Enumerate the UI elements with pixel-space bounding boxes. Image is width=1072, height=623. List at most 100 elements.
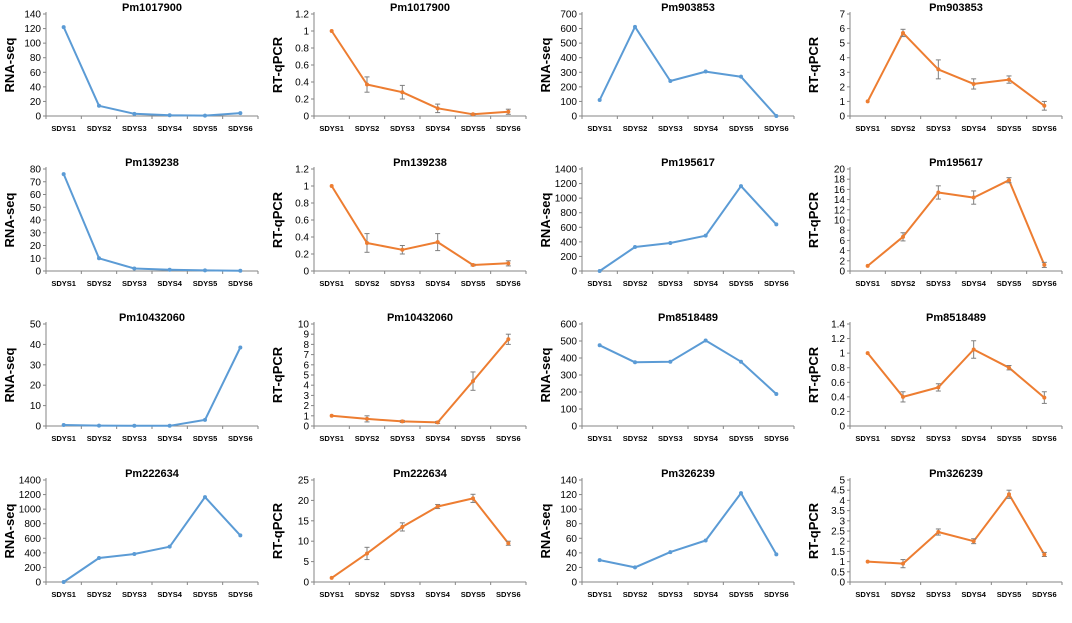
data-point — [506, 261, 511, 266]
y-tick-label: 0.6 — [295, 61, 309, 72]
x-tick-label: SDYS5 — [729, 124, 754, 133]
data-point — [633, 360, 637, 365]
y-tick-label: 1000 — [555, 194, 578, 205]
y-tick-label: 0.2 — [295, 95, 309, 106]
data-point — [435, 504, 440, 509]
data-point — [97, 256, 101, 261]
y-tick-label: 30 — [30, 360, 42, 371]
y-tick-label: 400 — [560, 354, 577, 365]
y-tick-label: 0 — [571, 112, 577, 123]
chart-title: Pm195617 — [661, 157, 715, 169]
y-tick-label: 3 — [839, 516, 845, 527]
x-tick-label: SDYS5 — [193, 434, 218, 443]
y-tick-label: 4 — [839, 246, 845, 257]
x-tick-label: SDYS1 — [587, 590, 612, 599]
data-point — [1042, 103, 1047, 108]
data-point — [865, 263, 870, 268]
x-tick-label: SDYS4 — [961, 279, 986, 288]
y-tick-label: 3 — [303, 391, 309, 402]
y-tick-label: 1000 — [19, 505, 42, 516]
data-point — [774, 222, 779, 227]
y-tick-label: 1200 — [19, 490, 42, 501]
x-tick-label: SDYS4 — [425, 124, 450, 133]
x-tick-label: SDYS5 — [193, 124, 218, 133]
data-point — [936, 530, 941, 535]
data-point — [471, 263, 475, 268]
y-tick-label: 400 — [24, 548, 41, 559]
x-tick-label: SDYS1 — [319, 124, 344, 133]
data-point — [901, 561, 905, 566]
data-point — [936, 190, 941, 195]
line-chart: Pm326239 RNA-seq 0 20 40 60 80 100 120 140 SDYS1 SD… — [538, 468, 795, 599]
x-tick-label: SDYS5 — [997, 279, 1022, 288]
y-tick-label: 400 — [560, 53, 577, 64]
chart-title: Pm139238 — [393, 157, 447, 169]
series-line — [62, 173, 241, 272]
x-tick-label: SDYS1 — [855, 434, 880, 443]
line-chart: Pm10432060 RNA-seq 0 10 20 30 40 50 SDYS1 SDYS2 SD… — [2, 312, 259, 443]
chart-panel: Pm222634 RT-qPCR 0 5 10 15 20 25 SDYS1 SDYS2 SDYS3… — [268, 466, 536, 621]
chart-title: Pm903853 — [929, 2, 983, 14]
y-tick-label: 20 — [30, 97, 42, 108]
series-line — [599, 185, 778, 272]
y-tick-label: 6 — [839, 236, 845, 247]
y-tick-label: 1.2 — [295, 165, 309, 176]
y-tick-label: 400 — [560, 237, 577, 248]
data-point — [739, 491, 743, 496]
y-tick-label: 1 — [839, 349, 845, 360]
y-tick-label: 300 — [560, 68, 577, 79]
chart-title: Pm139238 — [125, 157, 179, 169]
data-point — [238, 533, 243, 538]
y-tick-label: 10 — [30, 254, 42, 265]
y-tick-label: 60 — [566, 534, 578, 545]
x-tick-label: SDYS2 — [623, 279, 648, 288]
x-tick-label: SDYS2 — [623, 124, 648, 133]
series-line — [599, 339, 777, 395]
y-axis-label: RNA-seq — [2, 503, 17, 558]
line-chart: Pm1017900 RT-qPCR 0 0.2 0.4 0.6 0.8 1 1.2 SDYS1 SD… — [270, 2, 527, 133]
x-tick-label: SDYS5 — [461, 124, 486, 133]
y-tick-label: 4 — [839, 53, 845, 64]
y-axis-label: RT-qPCR — [806, 36, 821, 93]
y-tick-label: 1400 — [19, 476, 42, 487]
chart-panel: Pm8518489 RNA-seq 0 100 200 300 400 500 600 SDYS1… — [536, 310, 804, 465]
data-point — [1042, 552, 1047, 557]
chart-title: Pm222634 — [125, 468, 180, 480]
data-point — [597, 269, 602, 273]
y-tick-label: 600 — [24, 534, 41, 545]
chart-panel: Pm139238 RNA-seq 0 10 20 30 40 50 60 70 80 SDYS1 SDY… — [0, 155, 268, 310]
y-tick-label: 1200 — [555, 179, 578, 190]
data-point — [471, 112, 475, 117]
x-tick-label: SDYS5 — [997, 124, 1022, 133]
y-tick-label: 100 — [560, 505, 577, 516]
data-point — [61, 25, 66, 30]
y-tick-label: 500 — [560, 39, 577, 50]
line-chart: Pm8518489 RT-qPCR 0 0.2 0.4 0.6 0.8 1 1.2 1.4 SDYS… — [806, 312, 1063, 443]
x-tick-label: SDYS5 — [461, 279, 486, 288]
data-point — [203, 268, 207, 273]
data-point — [203, 113, 207, 118]
y-tick-label: 3 — [839, 68, 845, 79]
y-tick-label: 10 — [30, 401, 42, 412]
y-tick-label: 1.5 — [831, 547, 845, 558]
data-point — [971, 539, 976, 544]
y-tick-label: 200 — [560, 252, 577, 263]
y-tick-label: 500 — [560, 337, 577, 348]
y-tick-label: 40 — [566, 548, 578, 559]
chart-title: Pm8518489 — [658, 312, 718, 324]
y-tick-label: 2.5 — [831, 527, 845, 538]
y-tick-label: 8 — [303, 340, 309, 351]
data-point — [97, 423, 101, 428]
y-tick-label: 600 — [560, 223, 577, 234]
data-point — [329, 575, 334, 580]
data-point — [703, 233, 708, 238]
y-tick-label: 80 — [30, 165, 42, 176]
y-tick-label: 120 — [560, 490, 577, 501]
data-point — [203, 495, 207, 500]
series-line — [866, 31, 1045, 107]
line-chart: Pm326239 RT-qPCR 00.511.522.533.544.55 SDYS… — [806, 468, 1063, 599]
data-point — [703, 69, 708, 74]
